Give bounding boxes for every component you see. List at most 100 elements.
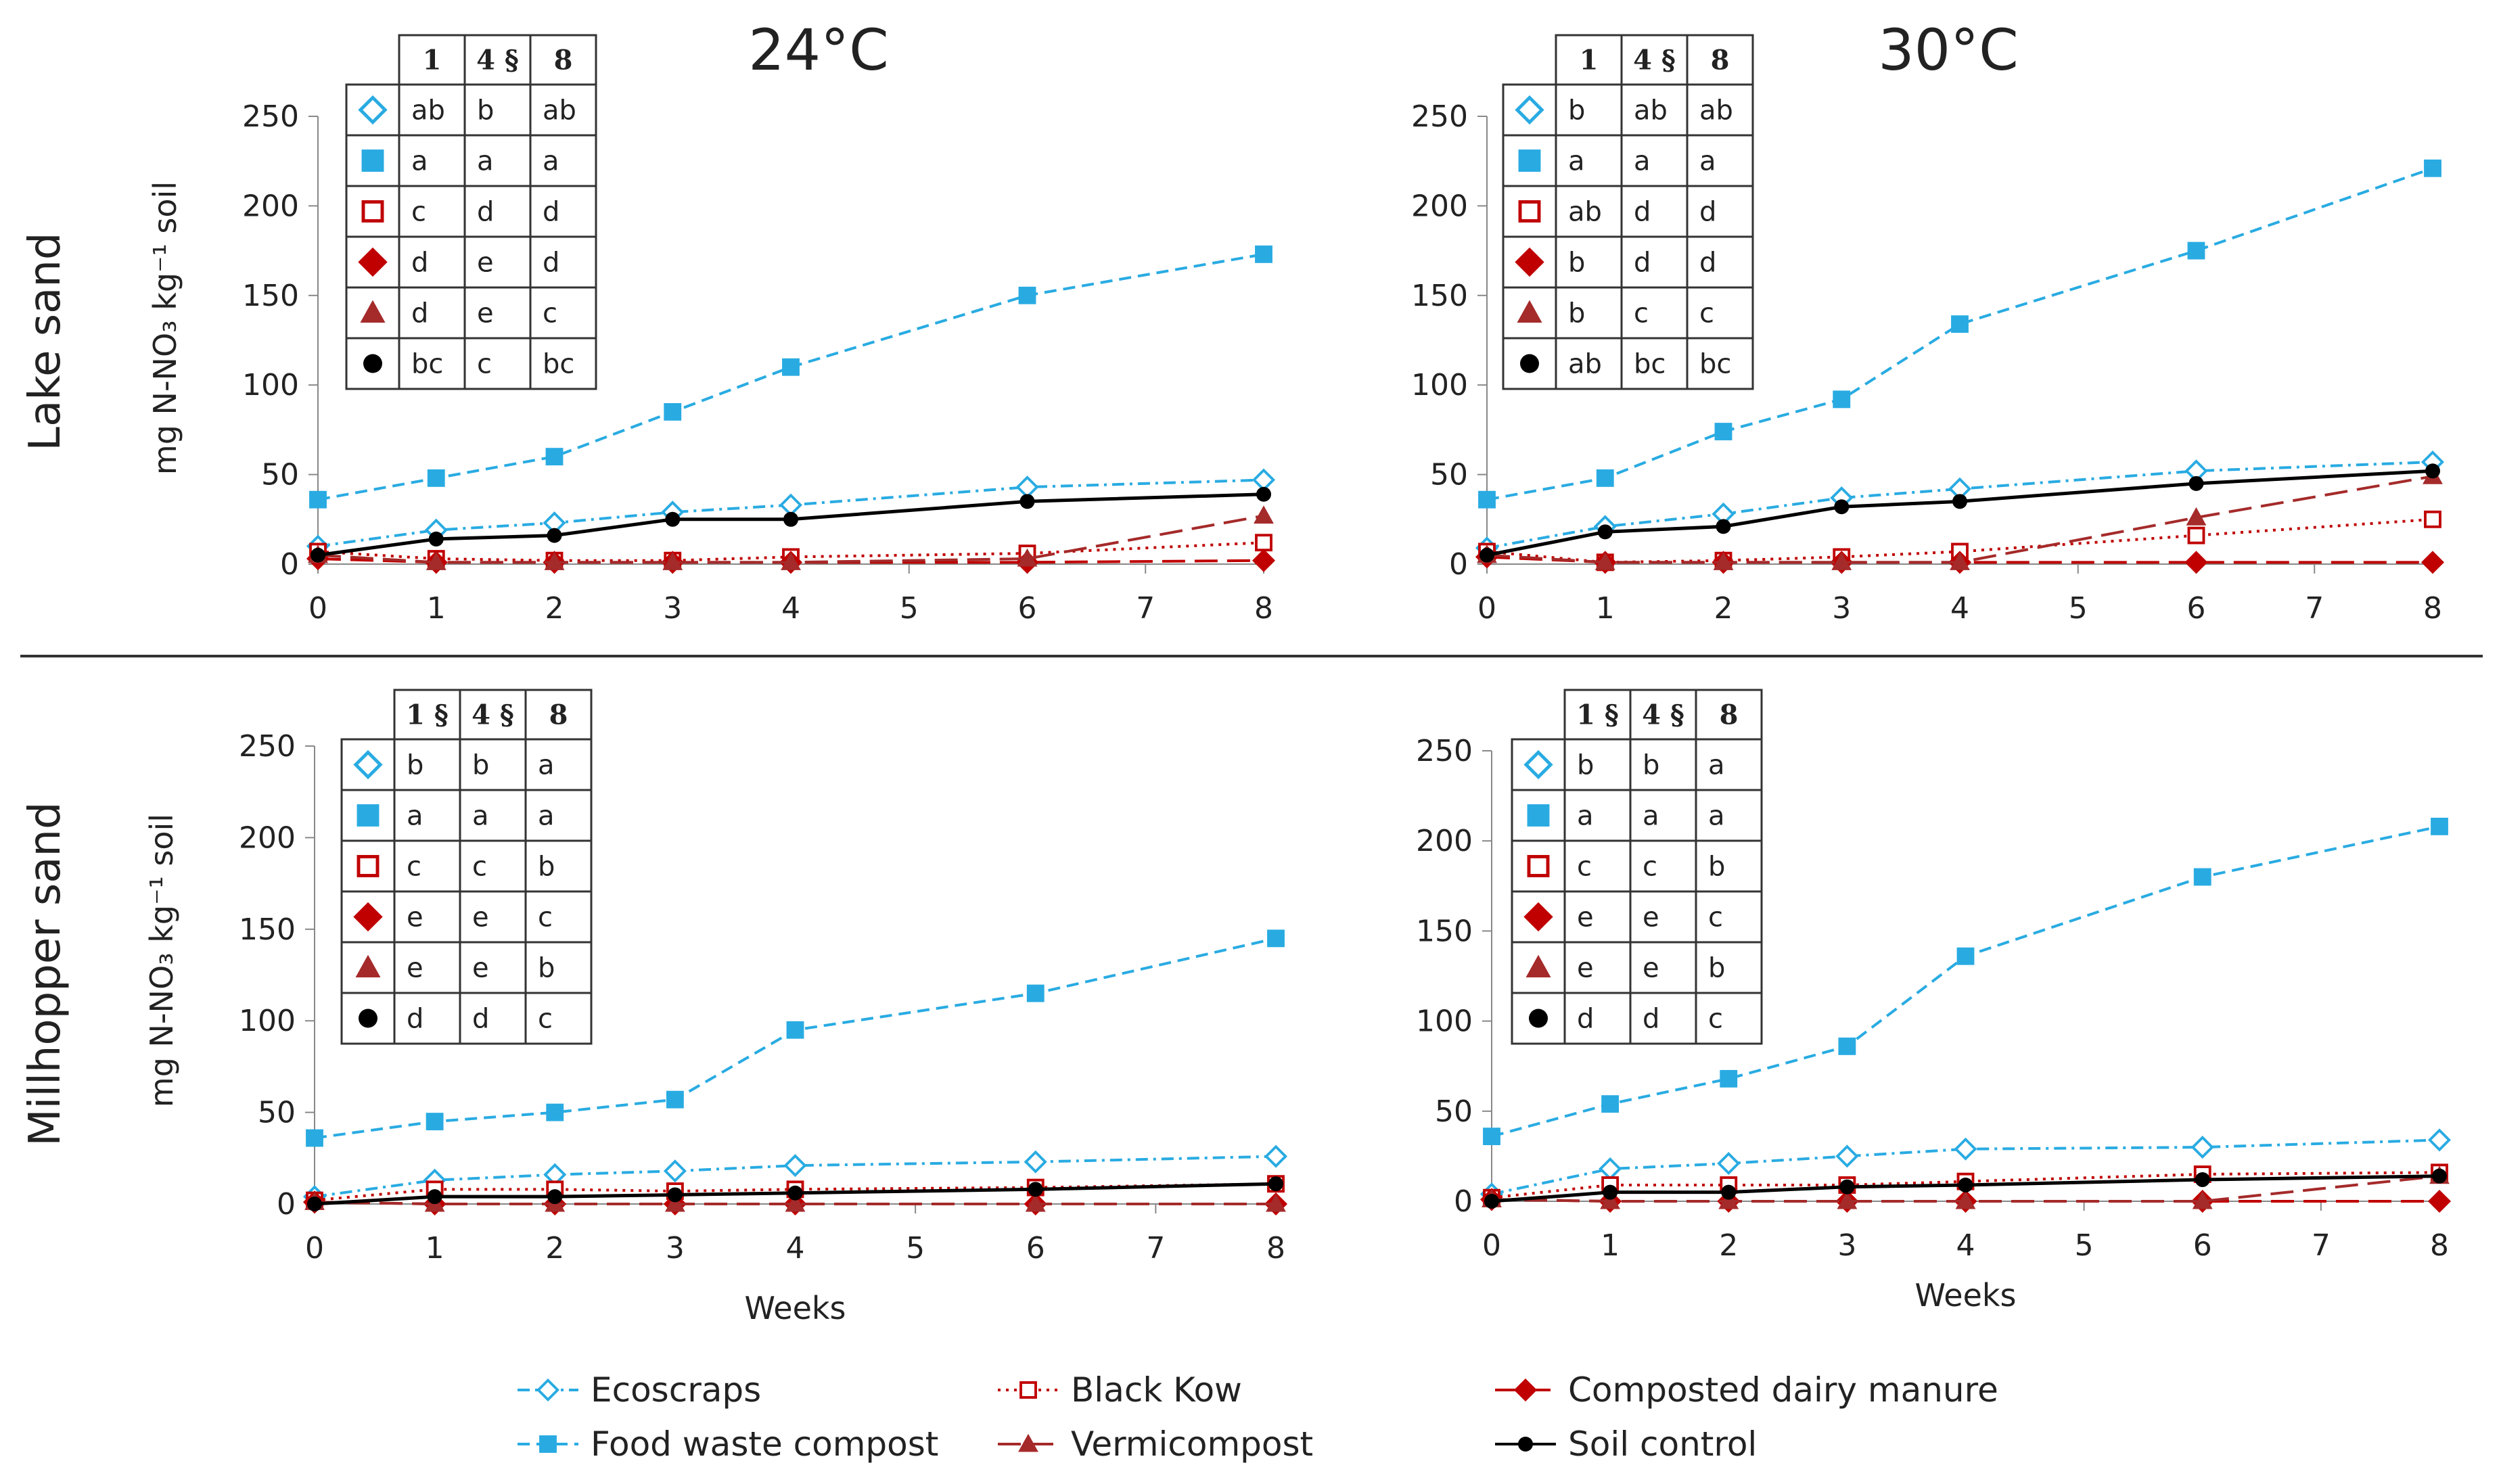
legend-item-composted-dairy-manure: Composted dairy manure xyxy=(1495,1370,1998,1410)
row-label-lake-sand: Lake sand xyxy=(20,232,70,450)
table-marker-vermicompost xyxy=(360,300,386,323)
table-cell: c xyxy=(1634,298,1649,329)
table-header-week: 1 xyxy=(1580,45,1599,76)
table-marker-composted-dairy-manure xyxy=(358,247,388,277)
data-point-food-waste-compost xyxy=(1838,1037,1856,1055)
series-soil-control xyxy=(311,486,1271,563)
x-tick-label: 2 xyxy=(1719,1228,1738,1263)
x-tick-label: 0 xyxy=(305,1231,324,1266)
data-point-soil-control xyxy=(2195,1172,2210,1188)
data-point-vermicompost xyxy=(2192,1190,2213,1209)
data-point-soil-control xyxy=(1479,547,1494,563)
data-point-food-waste-compost xyxy=(426,1113,444,1131)
table-cell: ab xyxy=(543,95,576,126)
x-tick-label: 1 xyxy=(1596,591,1615,626)
data-point-vermicompost xyxy=(544,552,565,570)
data-point-composted-dairy-manure xyxy=(2184,551,2208,574)
table-cell: b xyxy=(407,750,423,781)
data-point-food-waste-compost xyxy=(545,448,564,466)
table-marker-soil-control xyxy=(1520,354,1539,373)
data-point-vermicompost xyxy=(1713,552,1734,570)
table-marker-composted-dairy-manure xyxy=(353,902,383,932)
table-marker-food-waste-compost xyxy=(361,149,384,172)
x-tick-label: 6 xyxy=(1018,591,1037,626)
table-cell: d xyxy=(1699,197,1716,228)
data-point-vermicompost xyxy=(1017,548,1038,567)
y-axis-title: mg N-NO₃ kg⁻¹ soil xyxy=(143,814,180,1107)
table-marker-black-kow xyxy=(361,200,384,223)
data-point-ecoscraps xyxy=(1954,1137,1977,1161)
data-point-soil-control xyxy=(1716,519,1731,534)
data-point-vermicompost xyxy=(1254,505,1274,524)
table-marker-soil-control xyxy=(359,1008,377,1028)
data-point-food-waste-compost xyxy=(1483,1128,1500,1146)
table-cell: ab xyxy=(1568,349,1602,380)
y-tick-label: 250 xyxy=(1411,99,1468,134)
table-cell: d xyxy=(411,248,428,279)
x-tick-label: 7 xyxy=(2305,591,2324,626)
y-tick-label: 0 xyxy=(1454,1184,1473,1219)
data-point-soil-control xyxy=(1958,1178,1973,1193)
data-point-soil-control xyxy=(1603,1184,1618,1200)
data-point-ecoscraps xyxy=(1264,1144,1288,1168)
series-food-waste-compost xyxy=(1478,159,2441,509)
table-header-week: 8 xyxy=(1720,699,1739,731)
table-cell: c xyxy=(411,197,426,228)
y-tick-label: 150 xyxy=(1411,279,1468,313)
table-cell: c xyxy=(538,902,553,933)
data-point-vermicompost xyxy=(785,1193,806,1212)
data-point-food-waste-compost xyxy=(309,490,327,509)
data-point-food-waste-compost xyxy=(1596,469,1614,487)
data-point-soil-control xyxy=(427,1189,442,1205)
y-tick-label: 250 xyxy=(242,99,299,134)
legend-label: Ecoscraps xyxy=(591,1370,761,1410)
x-tick-label: 1 xyxy=(427,591,446,626)
table-marker-ecoscraps xyxy=(353,749,383,780)
table-marker-black-kow xyxy=(1518,200,1541,223)
data-point-food-waste-compost xyxy=(1601,1095,1620,1113)
table-marker-ecoscraps xyxy=(1523,749,1553,780)
data-point-soil-control xyxy=(1834,499,1850,515)
data-point-vermicompost xyxy=(426,552,446,570)
legend-label: Soil control xyxy=(1568,1424,1757,1464)
x-tick-label: 3 xyxy=(1832,591,1851,626)
table-cell: d xyxy=(1634,197,1651,228)
y-tick-label: 250 xyxy=(239,729,296,764)
y-tick-label: 50 xyxy=(258,1096,296,1130)
data-point-soil-control xyxy=(1597,524,1613,540)
table-cell: a xyxy=(1643,801,1659,832)
y-tick-label: 50 xyxy=(1435,1094,1473,1129)
table-cell: a xyxy=(472,801,489,832)
data-point-soil-control xyxy=(783,511,798,527)
table-cell: b xyxy=(1568,95,1585,126)
y-tick-label: 100 xyxy=(239,1004,296,1038)
data-point-ecoscraps xyxy=(1717,1152,1741,1176)
data-point-food-waste-compost xyxy=(2431,817,2448,835)
y-tick-label: 150 xyxy=(239,912,296,947)
table-header-week: 1 § xyxy=(1576,699,1619,731)
x-tick-label: 5 xyxy=(2075,1228,2094,1263)
y-tick-label: 100 xyxy=(242,368,299,402)
legend-item-vermicompost: Vermicompost xyxy=(998,1424,1313,1464)
data-point-soil-control xyxy=(307,1197,322,1211)
data-point-ecoscraps xyxy=(663,1159,687,1183)
table-header-week: 1 xyxy=(423,45,442,76)
data-point-soil-control xyxy=(1484,1194,1499,1209)
legend: Ecoscraps Food waste compost Black Kow Verm… xyxy=(518,1370,1998,1464)
table-cell: e xyxy=(1643,953,1659,984)
x-tick-label: 6 xyxy=(2193,1228,2212,1263)
table-cell: a xyxy=(411,146,428,177)
table-marker-black-kow xyxy=(357,855,380,877)
data-point-soil-control xyxy=(667,1187,683,1203)
data-point-soil-control xyxy=(428,531,444,547)
data-point-vermicompost xyxy=(1955,1190,1976,1209)
static-layer: 24°C 30°C Lake sand Millhopper sand xyxy=(20,17,2483,1146)
chart-panel-1: 0 50 100 150 200 250 0 1 2 3 4 5 6 7 8 mg N-NO₃ kg⁻¹ so… xyxy=(147,34,1276,626)
x-tick-label: 5 xyxy=(900,591,919,626)
data-point-composted-dairy-manure xyxy=(2427,1189,2452,1213)
data-point-soil-control xyxy=(2188,476,2204,491)
